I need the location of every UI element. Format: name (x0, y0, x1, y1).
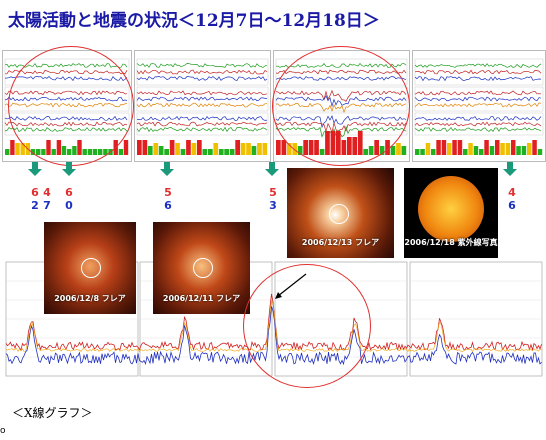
panel-traces (414, 58, 544, 155)
quake-group-3: 6 0 (62, 186, 76, 212)
photo-label: 2006/12/18 紫外線写真 (404, 238, 498, 247)
quake-top: 5 (269, 186, 277, 199)
page-title: 太陽活動と地震の状況＜12月7日～12月18日＞ (8, 11, 380, 31)
quake-top: 5 (164, 186, 172, 199)
occulter-disk-icon (81, 258, 101, 278)
highlight-circle-1 (8, 46, 134, 166)
satellite-panel-4 (412, 50, 546, 162)
down-arrow-icon (62, 162, 76, 176)
pointer-arrow-icon (275, 273, 307, 299)
photo-label: 2006/12/11 フレア (162, 294, 241, 303)
solar-photo-dec18: 2006/12/18 紫外線写真 (404, 168, 498, 258)
highlight-circle-2 (272, 46, 410, 166)
quake-bottom: 3 (269, 199, 277, 212)
down-arrow-icon (28, 162, 42, 176)
satellite-panel-2 (134, 50, 271, 162)
photo-label: 2006/12/8 フレア (54, 294, 126, 303)
quake-top: 4 (43, 186, 51, 199)
quake-bottom: 7 (43, 199, 51, 212)
down-arrow-icon (265, 162, 279, 176)
quake-group-1: 6 2 (28, 186, 42, 212)
solar-photo-dec13: 2006/12/13 フレア (287, 168, 394, 258)
occulter-disk-icon (329, 204, 349, 224)
occulter-disk-icon (193, 258, 213, 278)
quake-group-4: 5 6 (161, 186, 175, 212)
quake-top: 6 (31, 186, 39, 199)
solar-photo-dec8: 2006/12/8 フレア (44, 222, 136, 314)
stray-char: o (0, 426, 6, 436)
sun-disk-icon (418, 176, 484, 242)
quake-bottom: 0 (65, 199, 73, 212)
quake-group-5: 5 3 (266, 186, 280, 212)
solar-photo-dec11: 2006/12/11 フレア (153, 222, 250, 314)
panel-traces (136, 58, 269, 155)
quake-group-6: 4 6 (505, 186, 519, 212)
quake-group-2: 4 7 (40, 186, 54, 212)
xray-highlight-circle (243, 264, 371, 388)
quake-bottom: 6 (164, 199, 172, 212)
photo-label: 2006/12/13 フレア (301, 238, 380, 247)
quake-bottom: 6 (508, 199, 516, 212)
quake-top: 6 (65, 186, 73, 199)
xray-caption: ＜X線グラフ＞ (12, 406, 93, 420)
down-arrow-icon (160, 162, 174, 176)
quake-top: 4 (508, 186, 516, 199)
down-arrow-icon (503, 162, 517, 176)
quake-bottom: 2 (31, 199, 39, 212)
